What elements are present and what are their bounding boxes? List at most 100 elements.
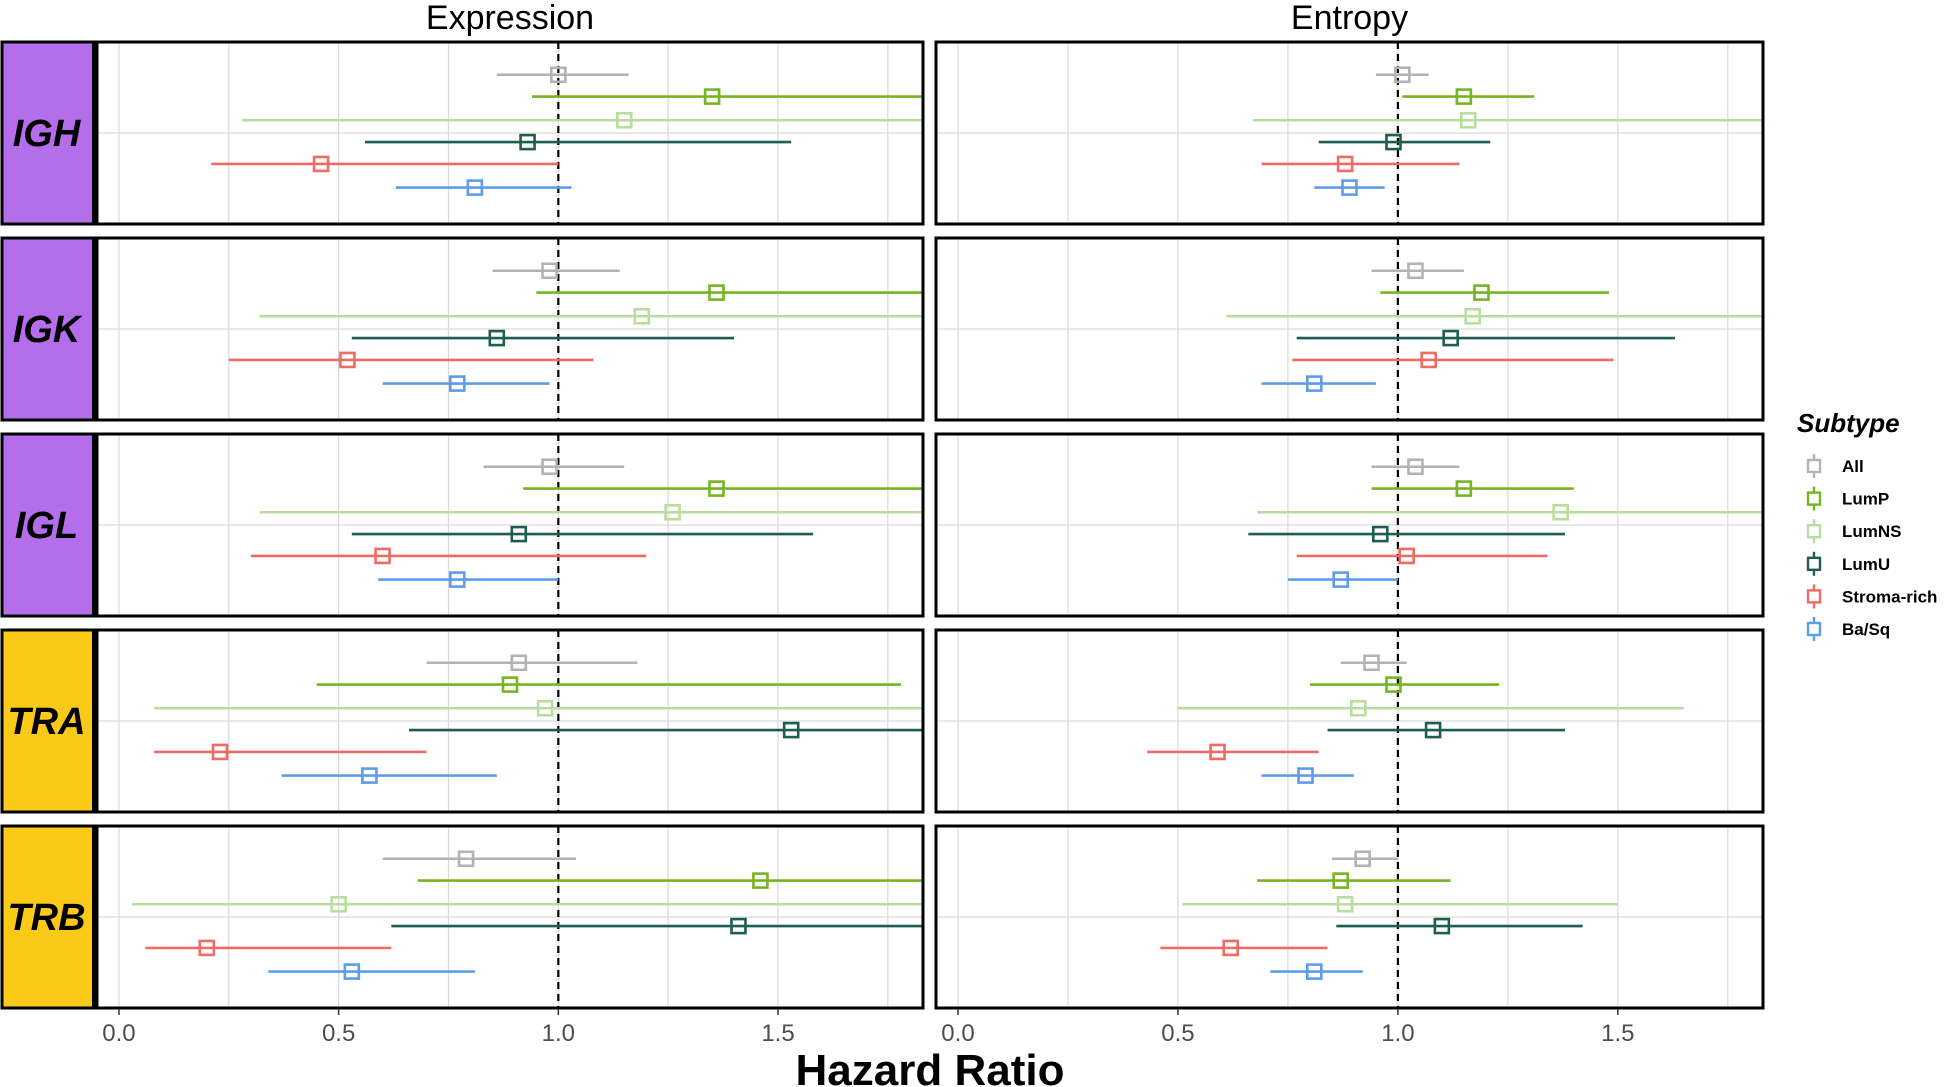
ci-entropy-igk-basq xyxy=(1261,375,1376,392)
ci-expression-igl-basq xyxy=(378,571,559,588)
hr-point-marker xyxy=(1306,375,1323,392)
ci-entropy-tra-lump xyxy=(1309,676,1500,693)
legend-key-icon xyxy=(1806,589,1822,604)
hr-point-marker xyxy=(1407,458,1424,476)
ci-expression-tra-lumns xyxy=(154,699,923,717)
hr-point-marker xyxy=(448,375,466,392)
ci-expression-igl-lump xyxy=(523,480,923,497)
hr-point-marker xyxy=(1385,133,1402,151)
legend-entry-basq: Ba/Sq xyxy=(1806,617,1890,641)
ci-entropy-trb-lumns xyxy=(1182,895,1618,913)
hr-point-marker xyxy=(550,66,567,84)
row-strip-divider xyxy=(92,826,96,1008)
column-title-entropy: Entropy xyxy=(1291,0,1408,37)
row-label-tra: TRA xyxy=(7,701,85,743)
x-tick-label: 0.0 xyxy=(102,1020,135,1047)
hr-point-marker xyxy=(1349,699,1367,717)
panel-entropy-igh xyxy=(934,40,1765,226)
panel-expression-igh xyxy=(95,40,925,226)
panel-expression-igk xyxy=(95,236,925,422)
legend-key-icon xyxy=(1806,491,1822,506)
hr-point-marker xyxy=(1306,963,1323,980)
ci-expression-igh-lumns xyxy=(241,111,923,129)
ci-entropy-igl-all xyxy=(1371,458,1460,476)
x-tick-label: 0.5 xyxy=(322,1020,355,1047)
panel-entropy-igl xyxy=(934,432,1765,618)
ci-entropy-trb-all xyxy=(1331,850,1398,868)
hr-point-marker xyxy=(708,284,725,301)
hr-point-marker xyxy=(1552,503,1569,521)
legend-key-icon xyxy=(1806,556,1822,571)
hr-point-marker xyxy=(1433,917,1451,935)
row-strip-divider xyxy=(92,630,96,812)
row-strip-divider xyxy=(92,42,96,224)
ci-expression-igh-stromarich xyxy=(211,155,559,173)
panel-border xyxy=(95,628,925,814)
hr-point-marker xyxy=(752,872,769,889)
ci-entropy-trb-stromarich xyxy=(1160,939,1328,957)
hr-point-marker xyxy=(1407,262,1424,280)
legend-label: Stroma-rich xyxy=(1842,587,1937,606)
row-strip-igh xyxy=(0,40,97,226)
hr-point-marker xyxy=(708,480,725,497)
hr-point-marker xyxy=(211,743,229,761)
row-strip-tra xyxy=(0,628,97,814)
hr-point-marker xyxy=(1222,939,1240,957)
hr-point-marker xyxy=(1209,743,1226,761)
hr-point-marker xyxy=(466,179,484,196)
ci-entropy-igl-lump xyxy=(1371,480,1574,497)
row-strip-igl xyxy=(0,432,97,618)
ci-expression-tra-lumu xyxy=(408,721,923,739)
hr-point-marker xyxy=(198,939,216,957)
legend-entry-lump: LumP xyxy=(1806,486,1889,511)
legend-label: LumNS xyxy=(1842,522,1902,541)
hr-point-marker xyxy=(339,351,356,369)
legend-label: All xyxy=(1842,457,1864,476)
hr-point-marker xyxy=(1354,850,1371,868)
hr-point-marker xyxy=(343,963,361,980)
row-strip-divider xyxy=(92,434,96,616)
row-label-igl: IGL xyxy=(15,505,78,547)
x-tick-label: 0.0 xyxy=(941,1020,974,1047)
panel-border xyxy=(934,628,1765,814)
x-tick-label: 1.5 xyxy=(761,1020,794,1047)
hr-point-marker xyxy=(1459,111,1477,129)
hr-point-marker xyxy=(541,458,558,476)
legend-label: LumP xyxy=(1842,490,1889,509)
ci-entropy-tra-stromarich xyxy=(1147,743,1319,761)
panel-border xyxy=(934,236,1765,422)
ci-expression-trb-all xyxy=(382,850,576,868)
hr-point-marker xyxy=(536,699,554,717)
ci-expression-igh-basq xyxy=(395,179,572,196)
panel-expression-trb xyxy=(95,824,925,1010)
hr-point-marker xyxy=(1297,767,1314,784)
ci-expression-igk-lumu xyxy=(351,329,735,347)
ci-entropy-igh-all xyxy=(1375,66,1429,84)
hr-point-marker xyxy=(519,133,536,151)
hr-point-marker xyxy=(1442,329,1459,347)
hr-point-marker xyxy=(1398,547,1415,565)
legend-entry-all: All xyxy=(1806,454,1864,478)
ci-expression-igl-lumns xyxy=(259,503,923,521)
hr-point-marker xyxy=(1420,351,1437,369)
legend-label: LumU xyxy=(1842,555,1890,574)
hr-point-marker xyxy=(1332,571,1350,588)
x-tick-label: 1.0 xyxy=(1381,1020,1414,1047)
ci-expression-igh-lumu xyxy=(365,133,792,151)
ci-expression-tra-all xyxy=(426,654,638,672)
ci-expression-igl-stromarich xyxy=(250,547,647,565)
legend-key-icon xyxy=(1806,524,1822,539)
ci-entropy-igl-lumu xyxy=(1248,525,1566,543)
row-label-trb: TRB xyxy=(7,897,85,939)
legend-entry-lumns: LumNS xyxy=(1806,519,1902,544)
panel-entropy-igk xyxy=(934,236,1765,422)
ci-entropy-igh-lumu xyxy=(1318,133,1491,151)
row-label-igk: IGK xyxy=(13,309,83,351)
ci-entropy-igk-stromarich xyxy=(1292,351,1614,369)
hr-point-marker xyxy=(541,262,558,280)
x-axis-title: Hazard Ratio xyxy=(796,1046,1065,1087)
panel-border xyxy=(95,40,925,226)
ci-expression-igk-all xyxy=(492,262,620,280)
ci-entropy-igk-lump xyxy=(1380,284,1610,301)
